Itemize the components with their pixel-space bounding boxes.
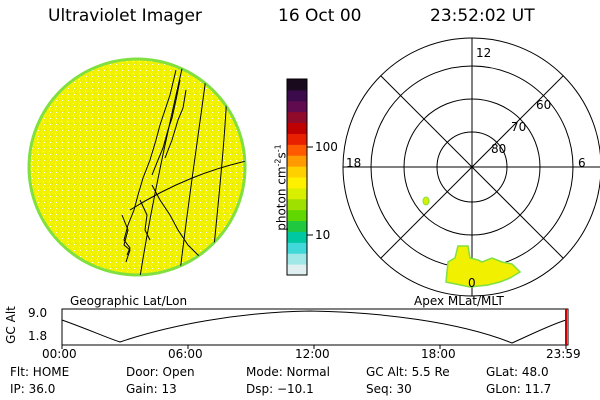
polar-plot bbox=[342, 37, 600, 297]
colorbar-segment bbox=[287, 177, 307, 189]
timeline-xtick-0600: 06:00 bbox=[168, 347, 203, 361]
timeline-ytick-9: 9.0 bbox=[28, 306, 48, 320]
aurora-oval bbox=[422, 196, 522, 288]
colorbar-tick-100: 100 bbox=[315, 140, 338, 154]
mlat-label-80: 80 bbox=[491, 142, 507, 156]
info-glat: GLat: 48.0 bbox=[486, 365, 549, 379]
date-label: 16 Oct 00 bbox=[278, 6, 362, 26]
timeline-ylabel: GC Alt bbox=[4, 306, 18, 344]
altitude-timeline bbox=[61, 308, 569, 349]
info-flt: Flt: HOME bbox=[10, 365, 70, 379]
colorbar-segment bbox=[287, 122, 307, 134]
info-ip: IP: 36.0 bbox=[10, 382, 56, 396]
colorbar-segment bbox=[287, 155, 307, 167]
app-title: Ultraviolet Imager bbox=[48, 6, 202, 26]
colorbar-segment bbox=[287, 100, 307, 113]
colorbar-segment bbox=[287, 198, 307, 211]
mlat-label-70: 70 bbox=[511, 120, 527, 134]
colorbar-segment bbox=[287, 89, 307, 102]
info-door: Door: Open bbox=[126, 365, 195, 379]
colorbar-segment bbox=[287, 79, 307, 91]
info-mode: Mode: Normal bbox=[246, 365, 330, 379]
colorbar-segment bbox=[287, 166, 307, 178]
info-gc-alt: GC Alt: 5.5 Re bbox=[366, 365, 450, 379]
colorbar-segment bbox=[287, 133, 307, 145]
colorbar-segment bbox=[287, 144, 307, 156]
timeline-ytick-1-8: 1.8 bbox=[28, 329, 48, 343]
timeline-xtick-1200: 12:00 bbox=[295, 347, 330, 361]
geographic-label: Geographic Lat/Lon bbox=[70, 294, 188, 308]
earth-image bbox=[27, 57, 247, 277]
mlt-label-12: 12 bbox=[476, 46, 492, 60]
mlat-label-60: 60 bbox=[536, 98, 552, 112]
info-seq: Seq: 30 bbox=[366, 382, 412, 396]
colorbar-segment bbox=[287, 209, 307, 222]
colorbar-segment bbox=[287, 187, 307, 200]
colorbar-unit-label: photon cm-2s-1 bbox=[273, 144, 289, 231]
colorbar-tick-10: 10 bbox=[315, 228, 331, 242]
mlt-label-0: 0 bbox=[468, 276, 476, 290]
info-gain: Gain: 13 bbox=[126, 382, 177, 396]
colorbar-segment bbox=[287, 111, 307, 124]
time-label: 23:52:02 UT bbox=[430, 6, 535, 26]
colorbar-segment bbox=[287, 253, 307, 265]
colorbar-segment bbox=[287, 220, 307, 232]
info-dsp: Dsp: −10.1 bbox=[246, 382, 314, 396]
timeline-xtick-1800: 18:00 bbox=[421, 347, 456, 361]
colorbar bbox=[286, 78, 308, 276]
colorbar-segment bbox=[287, 264, 307, 276]
info-glon: GLon: 11.7 bbox=[486, 382, 552, 396]
timeline-xtick-2359: 23:59 bbox=[546, 347, 581, 361]
colorbar-segment bbox=[287, 231, 307, 243]
mlt-label-6: 6 bbox=[578, 156, 586, 170]
timeline-xtick-0000: 00:00 bbox=[42, 347, 77, 361]
apex-label: Apex MLat/MLT bbox=[414, 294, 504, 308]
colorbar-segment bbox=[287, 242, 307, 254]
mlt-label-18: 18 bbox=[346, 156, 362, 170]
